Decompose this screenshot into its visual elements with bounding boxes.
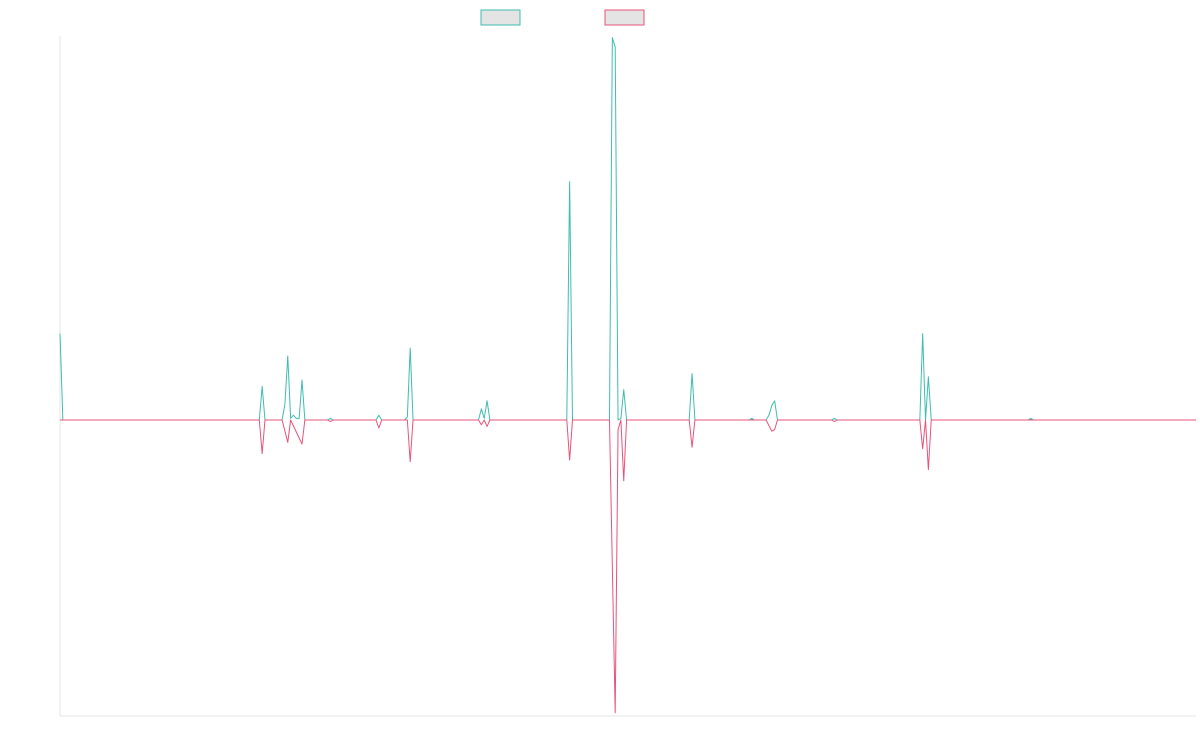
series-2-line	[60, 419, 1196, 714]
legend-swatch-series-1[interactable]	[480, 9, 521, 26]
series-1-line	[59, 37, 1196, 421]
plot-area	[59, 37, 1196, 714]
axes	[59, 36, 1196, 717]
legend[interactable]	[480, 9, 645, 26]
legend-swatch-series-2[interactable]	[604, 9, 645, 26]
